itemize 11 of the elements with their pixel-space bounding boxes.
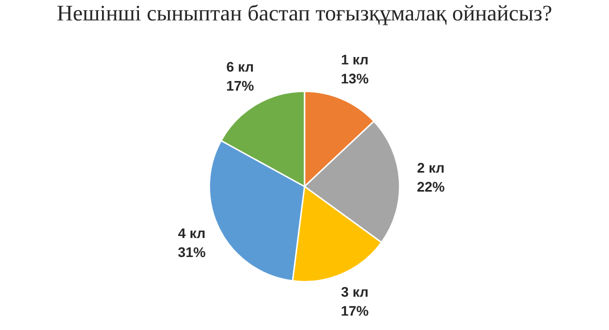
data-label: 31% (178, 247, 206, 258)
data-label: 17% (227, 80, 254, 91)
slice-label: 4 кл (178, 228, 205, 238)
data-label: 22% (417, 182, 444, 192)
slice-label: 2 кл (418, 162, 444, 173)
slice-label: 6 кл (226, 62, 253, 72)
data-label: 13% (342, 74, 368, 84)
chart-title: Нешінші сыныптан бастап тоғызқұмалақ ойнайсыз? (57, 4, 552, 26)
slice-label: 3 кл (341, 287, 368, 297)
slice-label: 1 кл (342, 54, 368, 65)
data-label: 17% (342, 306, 368, 316)
